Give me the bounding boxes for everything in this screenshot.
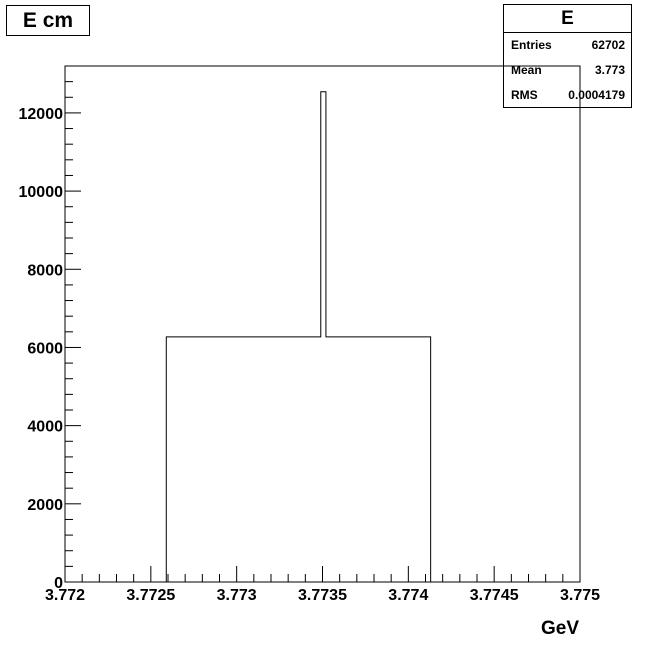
x-axis-title: GeV [541, 618, 579, 639]
y-tick-label: 6000 [27, 340, 63, 357]
plot-frame [64, 65, 581, 583]
stats-histogram-name: E [504, 5, 631, 33]
x-tick-label: 3.773 [217, 587, 257, 604]
stats-label: Entries [511, 38, 552, 52]
histogram-outline [65, 91, 580, 583]
x-tick-label: 3.7735 [298, 587, 347, 604]
histogram-bin [233, 337, 240, 582]
y-tick-label: 10000 [19, 184, 64, 201]
y-tick-label: 12000 [19, 106, 64, 123]
stats-value: 62702 [591, 38, 625, 52]
axis-ticks [64, 65, 581, 583]
y-tick-label: 8000 [27, 262, 63, 279]
x-tick-label: 3.7745 [470, 587, 519, 604]
histogram-bin [274, 337, 279, 582]
y-tick-label: 0 [54, 575, 63, 592]
histogram-title: E cm [6, 5, 90, 36]
stats-row-rms: RMS 0.0004179 [504, 83, 631, 108]
stats-label: RMS [511, 88, 538, 102]
histogram-bin [326, 337, 333, 582]
y-tick-label: 4000 [27, 419, 63, 436]
histogram-bin [280, 337, 285, 582]
stats-row-entries: Entries 62702 [504, 33, 631, 58]
stats-value: 0.0004179 [568, 88, 625, 102]
histogram-bin [209, 337, 214, 582]
x-tick-label: 3.774 [388, 587, 428, 604]
stats-value: 3.773 [594, 63, 625, 77]
y-tick-label: 2000 [27, 497, 63, 514]
x-tick-labels: 3.772 3.7725 3.773 3.7735 3.774 3.7745 3.775 [45, 587, 600, 604]
statistics-box: E Entries 62702 Mean 3.773 RMS 0.0004179 [503, 4, 632, 108]
histogram-bin [424, 337, 431, 582]
x-tick-label: 3.7725 [126, 587, 175, 604]
histogram-bin [347, 337, 354, 582]
histogram-bin [321, 92, 326, 582]
histogram-bin [166, 337, 171, 582]
y-tick-labels: 0 2000 4000 6000 8000 10000 12000 [19, 106, 64, 592]
x-tick-label: 3.772 [45, 587, 85, 604]
x-tick-label: 3.775 [560, 587, 600, 604]
